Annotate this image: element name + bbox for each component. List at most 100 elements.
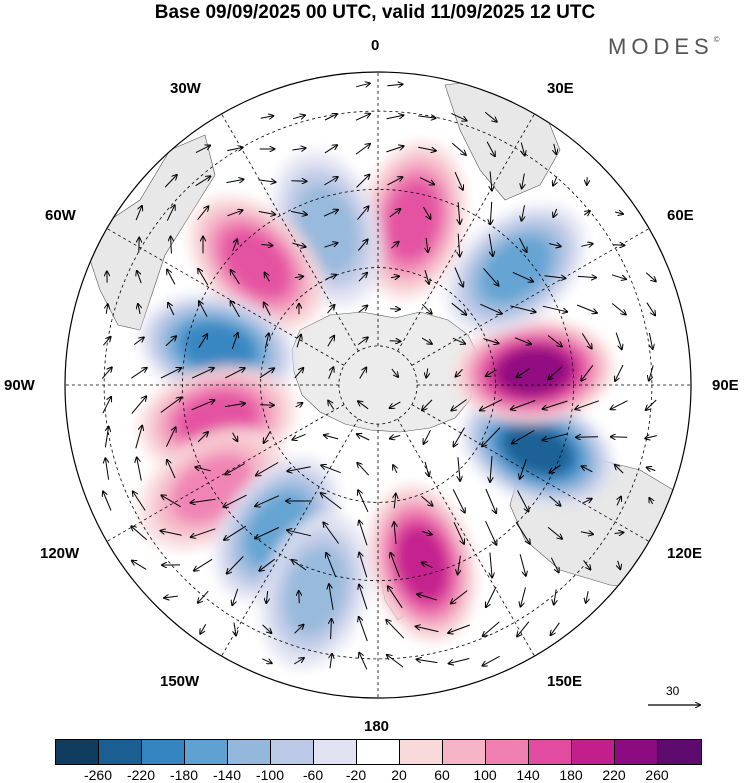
colorbar-swatch [56, 740, 99, 764]
wind-vector [265, 273, 270, 282]
wind-vector [451, 142, 466, 155]
colorbar-swatch [615, 740, 658, 764]
wind-vector [549, 244, 560, 247]
wind-vector [547, 335, 562, 347]
wind-vector [449, 658, 470, 664]
wind-vector [421, 337, 432, 344]
colorbar-swatch [99, 740, 142, 764]
wind-vector [422, 532, 432, 535]
lon-label-120w: 120W [40, 545, 80, 562]
wind-vector [138, 304, 140, 315]
wind-vector [259, 368, 274, 379]
wind-vector [510, 305, 535, 312]
wind-vector [615, 465, 624, 474]
wind-vector [586, 591, 588, 603]
wind-vector [542, 433, 568, 440]
wind-vector [646, 399, 657, 410]
wind-vector [543, 400, 568, 409]
colorbar-label: 260 [645, 767, 669, 783]
wind-vector [358, 306, 368, 313]
lon-label-90e: 90E [712, 377, 739, 394]
wind-vector [359, 617, 368, 642]
wind-vector [231, 333, 237, 350]
wind-vector [387, 655, 404, 668]
wind-vector [225, 463, 245, 475]
meridian-line [411, 228, 650, 366]
wind-vector [580, 532, 593, 535]
wind-vector [359, 521, 368, 546]
wind-vector [458, 202, 460, 224]
wind-vector [260, 116, 274, 118]
lon-label-90w: 90W [4, 377, 35, 394]
wind-vector [137, 271, 142, 284]
wind-vector [386, 620, 405, 639]
wind-vector [581, 364, 594, 380]
wind-vector [611, 437, 628, 438]
logo-text: MODES [608, 34, 714, 59]
wind-vector [583, 560, 591, 569]
wind-vector [261, 245, 272, 246]
wind-vector [101, 367, 112, 379]
wind-vector [191, 368, 214, 379]
wind-vector [358, 240, 367, 251]
wind-vector [452, 489, 465, 512]
wind-vector [290, 211, 307, 214]
wind-vector [542, 305, 567, 312]
wind-vector [451, 302, 467, 315]
wind-vector [326, 553, 337, 578]
wind-vector [287, 466, 311, 471]
wind-vector [391, 242, 398, 249]
colorbar-swatch [314, 740, 357, 764]
wind-vector [160, 398, 181, 413]
wind-vector [454, 427, 465, 447]
wind-vector [259, 558, 276, 571]
wind-vector [482, 427, 501, 447]
wind-vector [518, 237, 526, 252]
wind-vector [521, 142, 524, 156]
wind-vector [646, 302, 655, 316]
wind-vector [517, 490, 529, 512]
wind-vector [197, 206, 209, 221]
wind-vector [583, 211, 590, 215]
wind-vector [512, 271, 533, 281]
wind-vector [512, 430, 535, 444]
colorbar-label: -100 [255, 767, 285, 783]
wind-vector [424, 270, 429, 284]
wind-vector [645, 272, 656, 282]
wind-vector [258, 212, 275, 215]
wind-vector [265, 334, 268, 349]
wind-vector [299, 591, 300, 604]
wind-vector [160, 531, 182, 536]
wind-vector [390, 276, 399, 278]
wind-vector [456, 369, 463, 376]
wind-vector [613, 245, 625, 246]
wind-vector [266, 590, 267, 603]
wind-vector [358, 490, 369, 513]
wind-vector [132, 561, 147, 570]
map-title: Base 09/09/2025 00 UTC, valid 11/09/2025… [154, 2, 596, 23]
wind-vector [582, 499, 591, 504]
wind-vector [550, 557, 558, 573]
map-boundary [64, 71, 692, 699]
wind-vector [323, 210, 338, 217]
wind-vector [164, 596, 178, 598]
wind-vector [453, 521, 464, 544]
wind-vector [131, 368, 146, 379]
wind-vector [255, 495, 280, 507]
colorbar-label: -260 [83, 767, 113, 783]
wind-vector [548, 366, 563, 380]
wind-vector [424, 461, 429, 476]
wind-vector [258, 180, 276, 182]
wind-vector [294, 276, 303, 277]
wind-vector [357, 337, 368, 346]
meridian-line [411, 404, 650, 542]
wind-vector [264, 430, 271, 443]
graticule [65, 72, 691, 698]
wind-vector [454, 171, 463, 190]
wind-vector [195, 145, 210, 154]
wind-vector [194, 558, 213, 570]
wind-vector [161, 495, 181, 508]
meridian-line [106, 228, 345, 366]
meridian-line [106, 404, 345, 542]
wind-vector [618, 560, 621, 569]
